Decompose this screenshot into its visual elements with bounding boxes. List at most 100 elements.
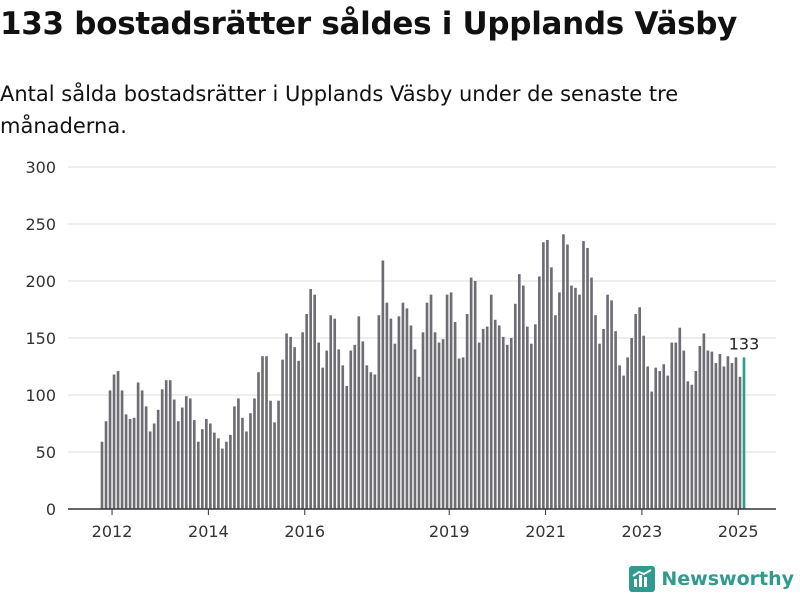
bar — [164, 380, 168, 509]
bar — [337, 349, 341, 509]
x-tick-label: 2019 — [429, 522, 470, 541]
bar — [289, 336, 292, 509]
last-value-label: 133 — [729, 334, 760, 353]
bar — [341, 365, 345, 509]
bar — [501, 336, 505, 509]
bar — [650, 391, 654, 509]
chart-subtitle: Antal sålda bostadsrätter i Upplands Väs… — [0, 82, 679, 138]
bar — [405, 308, 409, 509]
bar — [722, 366, 726, 509]
bar — [694, 371, 698, 509]
bar — [417, 376, 421, 509]
bar — [144, 406, 148, 509]
bar — [313, 294, 316, 509]
bar — [578, 294, 581, 509]
bar — [445, 294, 449, 509]
bar — [566, 244, 569, 509]
bar — [397, 316, 401, 509]
bar — [200, 429, 204, 509]
bar — [542, 242, 545, 510]
bar — [209, 423, 212, 509]
bar — [176, 421, 180, 509]
bar — [738, 376, 742, 509]
bar — [598, 343, 601, 509]
bar — [184, 396, 188, 509]
bar — [237, 398, 240, 509]
bar — [401, 302, 405, 509]
bar — [513, 303, 517, 509]
bar — [433, 332, 437, 509]
y-tick-label: 200 — [25, 272, 56, 291]
bar — [192, 420, 196, 509]
bar — [586, 247, 589, 509]
bar — [249, 413, 252, 509]
bar — [674, 342, 678, 509]
bar — [389, 318, 393, 509]
bar — [361, 341, 365, 509]
bar — [734, 357, 738, 509]
bar — [369, 372, 373, 509]
bar-highlight — [742, 357, 746, 509]
bar — [261, 356, 264, 509]
bar — [574, 287, 577, 509]
x-tick-label: 2023 — [622, 522, 663, 541]
x-tick-label: 2012 — [92, 522, 133, 541]
bar — [658, 371, 662, 509]
bar — [269, 400, 272, 509]
y-axis-ticks: 0 50 100 150 200 250 300 — [25, 158, 56, 519]
bar — [670, 342, 674, 509]
bar — [253, 398, 256, 509]
bar — [666, 375, 670, 509]
bar — [730, 363, 734, 509]
bar — [678, 327, 682, 509]
newsworthy-brand: Newsworthy — [629, 566, 794, 592]
bar — [425, 302, 429, 509]
x-axis-ticks: 2012 2014 2016 2019 2021 2023 2025 — [92, 509, 759, 541]
bar — [473, 281, 477, 509]
bar — [140, 390, 144, 509]
bar — [377, 315, 381, 509]
bar — [638, 307, 641, 509]
bar — [265, 356, 268, 509]
bar — [413, 349, 417, 509]
bar — [309, 288, 312, 509]
bar — [441, 339, 445, 509]
bar — [457, 358, 461, 509]
bar — [104, 421, 108, 509]
bar — [453, 322, 457, 509]
bar — [682, 350, 686, 509]
bar — [205, 418, 208, 509]
bar — [429, 294, 433, 509]
bar — [546, 239, 549, 509]
bar — [180, 407, 184, 509]
bar — [558, 292, 561, 509]
bar — [505, 344, 509, 509]
bar — [437, 342, 441, 509]
bar — [662, 364, 666, 509]
bar — [554, 315, 557, 509]
bar — [112, 374, 116, 509]
bar — [221, 448, 224, 509]
bar — [297, 360, 300, 509]
bar — [538, 276, 541, 509]
bar — [534, 324, 537, 509]
bar — [381, 260, 385, 509]
bar — [365, 365, 369, 509]
bar — [702, 333, 706, 509]
x-tick-label: 2016 — [284, 522, 325, 541]
bar — [489, 294, 493, 509]
bar — [213, 432, 216, 509]
y-tick-label: 50 — [36, 443, 56, 462]
y-tick-label: 100 — [25, 386, 56, 405]
bar — [120, 390, 124, 509]
brand-name: Newsworthy — [661, 568, 794, 590]
bar — [116, 371, 120, 509]
x-tick-label: 2014 — [188, 522, 229, 541]
bar — [654, 367, 658, 509]
bar — [706, 350, 710, 509]
bar — [630, 338, 633, 509]
bar — [606, 294, 609, 509]
bar — [714, 363, 718, 509]
bar — [421, 332, 425, 509]
bar — [172, 399, 176, 509]
